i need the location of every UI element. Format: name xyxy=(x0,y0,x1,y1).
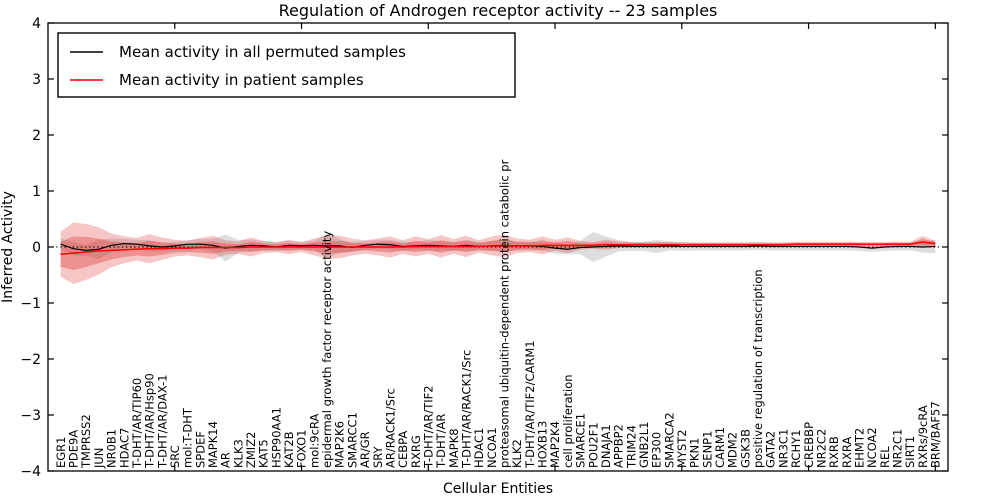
x-category-label: RXRA xyxy=(840,437,854,468)
x-category-label: T-DHT/AR/DAX-1 xyxy=(155,374,169,469)
x-category-label: HDAC1 xyxy=(472,428,486,468)
x-category-label: NR2C1 xyxy=(890,429,904,468)
x-category-label: JUN xyxy=(92,448,106,469)
x-category-label: MDM2 xyxy=(726,432,740,468)
chart-title: Regulation of Androgen receptor activity… xyxy=(279,1,718,20)
legend: Mean activity in all permuted samples Me… xyxy=(57,32,516,98)
x-category-label: RXRs/9cRA xyxy=(916,405,930,468)
x-category-label: SRC xyxy=(168,445,182,468)
x-category-label: cell proliferation xyxy=(561,374,575,468)
x-category-label: GSK3B xyxy=(738,429,752,468)
x-category-label: T-DHT/AR/TIP60 xyxy=(130,378,144,469)
x-axis-label: Cellular Entities xyxy=(443,481,553,497)
x-category-label: proteasomal ubiquitin-dependent protein … xyxy=(498,159,512,468)
series-layer xyxy=(60,241,936,256)
y-tick-labels: −4 −3 −2 −1 0 1 2 3 4 xyxy=(20,16,41,480)
x-category-label: EHMT2 xyxy=(852,428,866,468)
x-category-label: TMPRSS2 xyxy=(79,414,93,469)
x-category-label: REL xyxy=(878,446,892,468)
x-category-label: KLK3 xyxy=(231,439,245,468)
x-category-label: SENP1 xyxy=(700,431,714,468)
y-tick-label: −2 xyxy=(20,352,41,368)
x-category-label: SMARCC1 xyxy=(345,412,359,468)
x-category-label: KAT5 xyxy=(257,439,271,468)
series-line-1 xyxy=(60,241,936,256)
x-category-label: HDAC7 xyxy=(117,428,131,468)
x-category-label: T-DHT/AR/TIF2/CARM1 xyxy=(523,340,537,469)
x-category-label: GATA2 xyxy=(764,431,778,468)
x-category-label: RXRB xyxy=(827,436,841,468)
x-category-label: PDE9A xyxy=(67,430,81,468)
x-category-label: NR3C1 xyxy=(776,429,790,468)
x-category-label: NCOA2 xyxy=(865,427,879,468)
y-tick-label: 1 xyxy=(32,184,41,200)
x-category-label: AR/RACK1/Src xyxy=(383,388,397,468)
x-category-label: KAT2B xyxy=(282,431,296,468)
x-category-label: DNAJA1 xyxy=(599,424,613,468)
y-tick-label: 4 xyxy=(32,16,41,32)
x-category-label: NR0B1 xyxy=(105,429,119,468)
x-category-label: MAPK8 xyxy=(447,428,461,468)
x-category-label: MAP2K6 xyxy=(333,421,347,468)
y-tick-label: −4 xyxy=(20,464,41,480)
x-category-label: AR xyxy=(219,452,233,468)
plot-frame xyxy=(47,22,949,472)
x-category-label: epidermal growth factor receptor activit… xyxy=(320,231,334,468)
x-category-label: BRM/BAF57 xyxy=(929,401,943,468)
y-tick-label: −3 xyxy=(20,408,41,424)
x-category-label: SRY xyxy=(371,445,385,468)
x-category-label: SMARCE1 xyxy=(574,413,588,468)
x-category-label: MYST2 xyxy=(675,429,689,468)
x-category-label: HSP90AA1 xyxy=(269,407,283,468)
x-category-label: SMARCA2 xyxy=(662,412,676,468)
x-category-label: CREBBP xyxy=(802,422,816,468)
x-category-label: FOXO1 xyxy=(295,430,309,468)
x-category-label: EGR1 xyxy=(54,437,68,469)
y-tick-label: 2 xyxy=(32,128,41,144)
x-category-label: TRIM24 xyxy=(624,425,638,469)
x-category-label: KLK2 xyxy=(510,439,524,468)
x-category-label: MAP2K4 xyxy=(548,421,562,468)
legend-label-permuted: Mean activity in all permuted samples xyxy=(119,43,406,61)
x-category-label: POU2F1 xyxy=(586,422,600,468)
y-tick-label: 0 xyxy=(32,240,41,256)
x-category-label: mol:9cRA xyxy=(307,414,321,468)
x-category-label: T-DHT/AR/RACK1/Src xyxy=(460,350,474,469)
category-labels: EGR1PDE9ATMPRSS2JUNNR0B1HDAC7T-DHT/AR/TI… xyxy=(54,159,943,469)
x-category-label: GNB2L1 xyxy=(637,422,651,468)
x-category-label: T-DHT/AR xyxy=(434,414,448,469)
band-permuted-spread xyxy=(60,231,936,263)
x-category-label: AR/GR xyxy=(358,431,372,468)
y-tick-label: −1 xyxy=(20,296,41,312)
y-axis-label: Inferred Activity xyxy=(0,191,16,303)
x-category-label: T-DHT/AR/TIF2 xyxy=(421,385,435,469)
band-patient-spread-outer xyxy=(60,222,936,284)
x-category-label: T-DHT/AR/Hsp90 xyxy=(143,373,157,469)
x-category-label: NCOA1 xyxy=(485,427,499,468)
x-category-label: HOXB13 xyxy=(536,421,550,468)
x-category-label: RXRG xyxy=(409,435,423,468)
x-category-label: positive regulation of transcription xyxy=(751,269,765,468)
x-category-label: RCHY1 xyxy=(789,430,803,468)
x-category-label: mol:T-DHT xyxy=(181,407,195,468)
legend-label-patient: Mean activity in patient samples xyxy=(119,71,364,89)
x-category-label: EP300 xyxy=(650,432,664,468)
y-tick-label: 3 xyxy=(32,72,41,88)
x-category-label: SIRT1 xyxy=(903,436,917,468)
legend-box xyxy=(57,32,516,98)
x-category-label: APPBP2 xyxy=(612,424,626,468)
x-category-label: MAPK14 xyxy=(206,421,220,468)
x-category-label: SPDEF xyxy=(193,431,207,468)
x-category-label: CEBPA xyxy=(396,431,410,468)
x-category-label: NR2C2 xyxy=(814,429,828,468)
x-category-label: PKN1 xyxy=(688,438,702,468)
x-category-label: CARM1 xyxy=(713,427,727,468)
x-category-label: ZMIZ2 xyxy=(244,432,258,468)
